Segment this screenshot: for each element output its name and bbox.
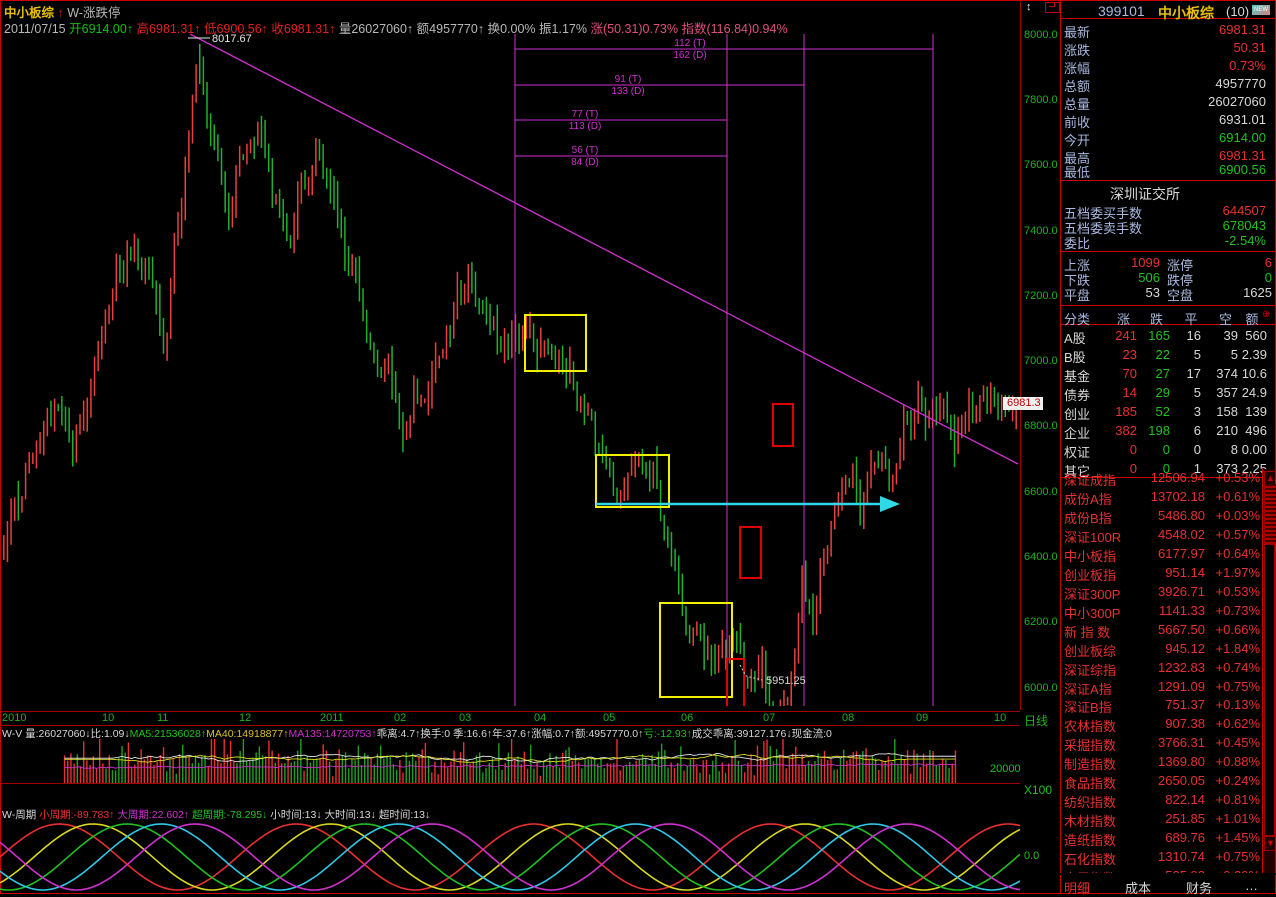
svg-text:113 (D): 113 (D) (569, 121, 602, 132)
svg-text:112 (T): 112 (T) (674, 38, 706, 49)
svg-text:133 (D): 133 (D) (611, 86, 644, 97)
svg-text:8017.67: 8017.67 (212, 34, 252, 45)
svg-text:56 (T): 56 (T) (572, 145, 599, 156)
svg-text:162 (D): 162 (D) (673, 50, 706, 61)
svg-text:84 (D): 84 (D) (571, 157, 599, 168)
svg-text:91 (T): 91 (T) (615, 74, 642, 85)
svg-text:77 (T): 77 (T) (572, 109, 599, 120)
svg-text:5951.25: 5951.25 (766, 675, 806, 687)
